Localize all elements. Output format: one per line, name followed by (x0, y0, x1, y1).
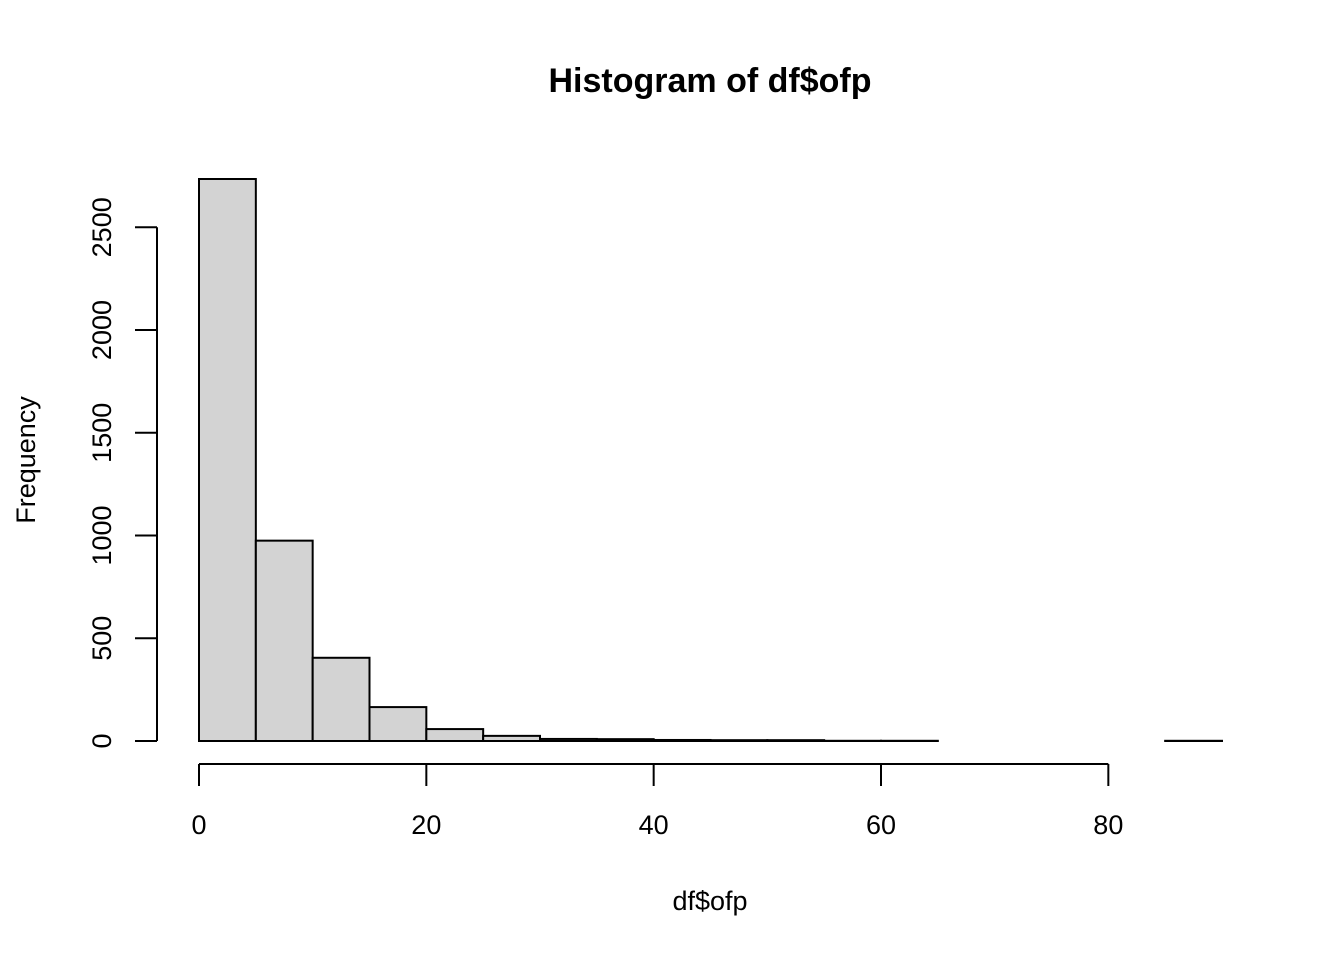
x-axis: 0 20 40 60 80 (191, 764, 1123, 840)
histogram-bar (426, 729, 483, 741)
y-axis-label: Frequency (11, 396, 41, 524)
histogram-bar (540, 739, 597, 741)
y-tick-label: 1500 (87, 403, 117, 463)
histogram-bar (256, 541, 313, 741)
y-tick-label: 2500 (87, 197, 117, 257)
x-tick-label: 80 (1093, 810, 1123, 840)
histogram-bar (767, 740, 824, 741)
histogram-bar (597, 739, 654, 741)
y-tick-label: 500 (87, 616, 117, 661)
chart-title: Histogram of df$ofp (549, 62, 872, 100)
x-tick-label: 20 (411, 810, 441, 840)
histogram-bar (370, 707, 427, 741)
histogram-bar (313, 658, 370, 741)
x-tick-label: 0 (191, 810, 206, 840)
histogram-bars (199, 179, 1222, 741)
histogram-bar (199, 179, 256, 741)
histogram-bar (483, 736, 540, 741)
histogram-bar (711, 740, 768, 741)
x-axis-label: df$ofp (672, 886, 747, 916)
x-tick-label: 60 (866, 810, 896, 840)
x-tick-label: 40 (639, 810, 669, 840)
y-tick-label: 1000 (87, 505, 117, 565)
histogram-bar (654, 740, 711, 741)
y-tick-label: 0 (87, 733, 117, 748)
y-axis: 0 500 1000 1500 2000 2500 (87, 197, 157, 748)
y-tick-label: 2000 (87, 300, 117, 360)
